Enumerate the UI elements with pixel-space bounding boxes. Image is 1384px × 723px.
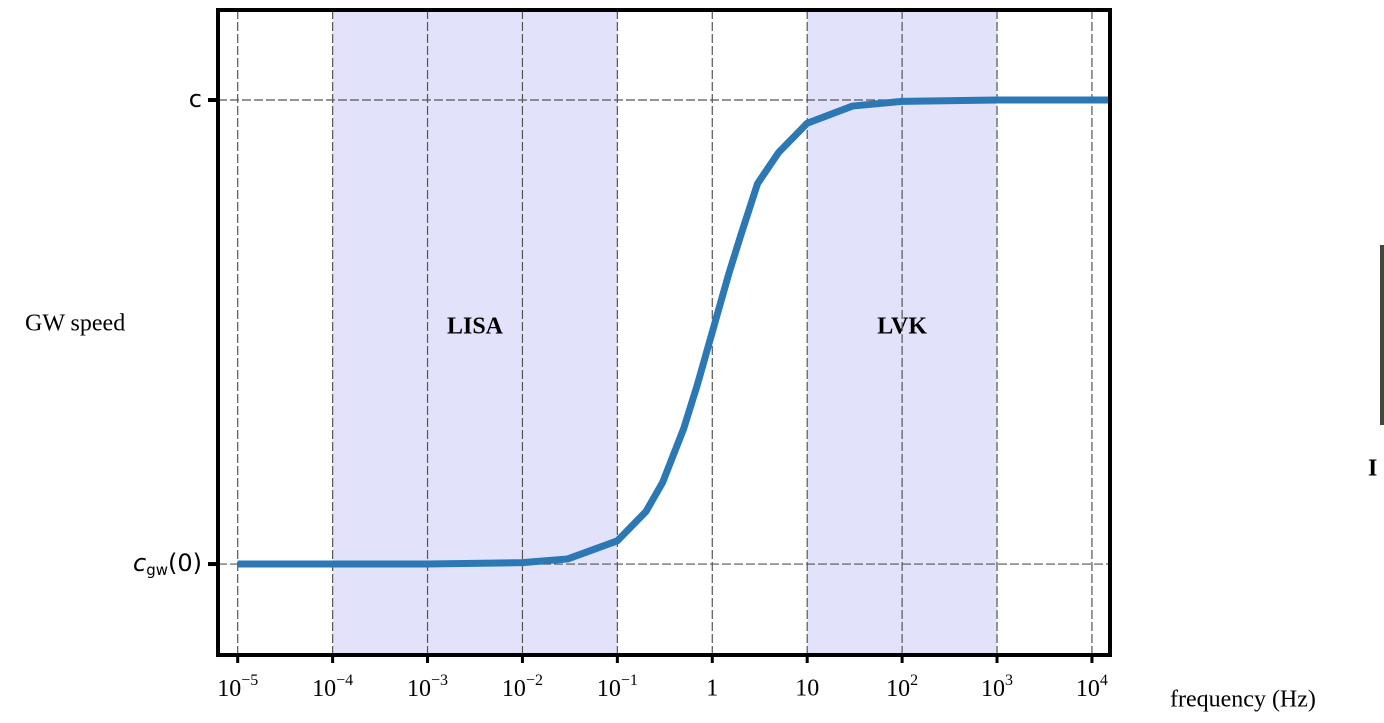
x-axis-label: frequency (Hz): [1170, 687, 1316, 713]
x-tick-label: 10−2: [502, 672, 543, 702]
x-tick-label: 1: [706, 676, 718, 702]
x-tick-label: 10−4: [312, 672, 353, 702]
x-tick-label: 103: [981, 672, 1013, 702]
cropped-image: [1380, 245, 1384, 425]
y-tick-label: cgw(0): [133, 549, 202, 579]
x-tick-label: 104: [1076, 672, 1108, 702]
y-tick-label: c: [189, 85, 202, 113]
cropped-text: I: [1368, 456, 1377, 482]
x-tick-label: 10−5: [217, 672, 258, 702]
y-axis-label: GW speed: [25, 311, 125, 337]
x-tick-label: 10−3: [407, 672, 448, 702]
chart: GW speed frequency (Hz) I LISALVK10−510−…: [0, 0, 1384, 723]
band-label: LISA: [447, 314, 504, 340]
x-tick-label: 102: [886, 672, 918, 702]
x-tick-label: 10: [795, 676, 819, 702]
x-tick-label: 10−1: [597, 672, 638, 702]
